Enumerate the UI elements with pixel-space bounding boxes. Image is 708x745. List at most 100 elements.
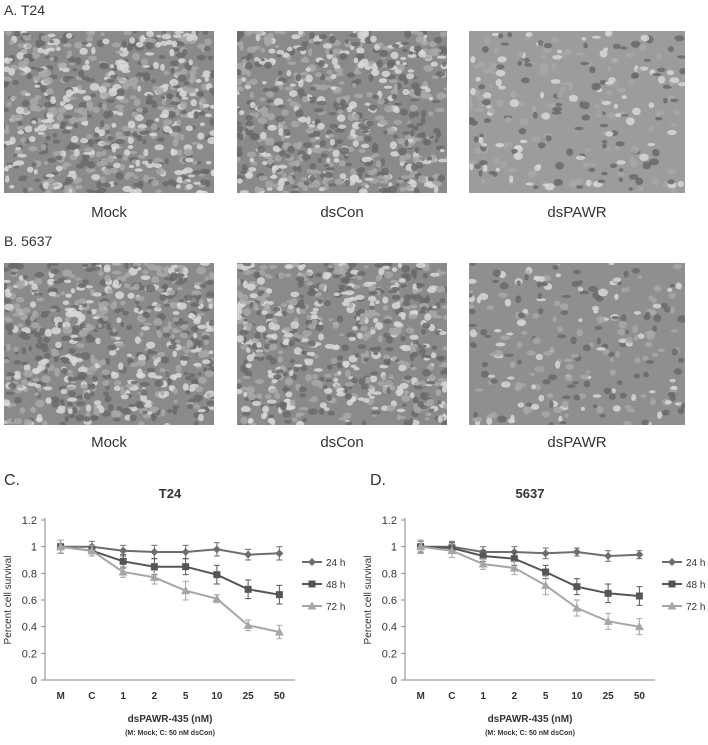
series-line — [60, 545, 280, 633]
data-point — [603, 616, 613, 625]
data-point — [150, 563, 158, 571]
caption-5637-dscon: dsCon — [320, 434, 364, 451]
data-point — [604, 552, 613, 560]
data-point — [509, 563, 519, 572]
series-line — [60, 545, 280, 556]
x-tick-label: M — [56, 691, 64, 702]
x-tick-label: M — [416, 691, 424, 702]
y-tick-label: 0.2 — [22, 648, 37, 660]
chart-5637-survival: 5637 Percent cell survival 0 0.2 0.4 0.6 0.8 1 1… — [360, 478, 708, 740]
x-axis-label: dsPAWR-435 (nM) — [128, 714, 213, 725]
legend-marker — [308, 580, 316, 588]
micrograph-5637-mock — [4, 263, 214, 425]
series-line — [60, 545, 280, 596]
x-tick-label: 2 — [152, 691, 158, 702]
x-tick-label: 10 — [211, 691, 223, 702]
data-point — [541, 549, 550, 558]
series-24-h — [56, 539, 284, 561]
series-line — [420, 545, 640, 597]
y-tick-label: 0.8 — [22, 568, 37, 580]
caption-t24-mock: Mock — [91, 204, 127, 221]
data-point — [447, 546, 457, 555]
data-point — [212, 545, 221, 554]
data-point — [182, 563, 190, 571]
y-tick-label: 0.6 — [382, 595, 397, 607]
x-tick-label: 1 — [120, 691, 126, 702]
data-point — [572, 548, 581, 556]
data-point — [510, 555, 518, 563]
series-line — [420, 545, 640, 558]
data-point — [479, 552, 487, 560]
data-point — [244, 550, 253, 559]
data-point — [244, 585, 252, 593]
y-tick-label: 0.6 — [22, 595, 37, 607]
data-point — [181, 548, 190, 556]
micrograph-5637-dscon — [237, 263, 447, 425]
x-tick-label: 10 — [571, 691, 583, 702]
micrograph-5637-dspawr — [469, 263, 685, 425]
data-point — [635, 550, 644, 559]
x-tick-label: C — [88, 691, 95, 702]
x-tick-label: 5 — [543, 691, 549, 702]
y-axis-label: Percent cell survival — [363, 556, 374, 645]
data-point — [274, 627, 284, 636]
data-point — [542, 568, 550, 576]
legend-marker — [307, 601, 317, 610]
chart-title: T24 — [159, 486, 182, 501]
y-tick-label: 1 — [391, 542, 397, 554]
data-point — [635, 592, 643, 600]
x-tick-label: 25 — [243, 691, 255, 702]
x-tick-label: C — [448, 691, 455, 702]
data-point — [56, 542, 66, 551]
data-point — [573, 583, 581, 591]
legend-marker — [668, 580, 676, 588]
y-tick-label: 0.4 — [22, 622, 37, 634]
chart-t24-survival: T24 Percent cell survival 0 0.2 0.4 0.6 0.8 1 1.… — [0, 478, 350, 740]
caption-t24-dscon: dsCon — [320, 204, 364, 221]
panel-c-label: C. — [4, 472, 20, 489]
y-tick-label: 0.2 — [382, 648, 397, 660]
data-point — [150, 548, 159, 556]
y-tick-label: 0.8 — [382, 568, 397, 580]
panel-a-label: A. T24 — [4, 2, 45, 18]
legend-label: 24 h — [326, 558, 345, 569]
data-point — [634, 622, 644, 631]
legend-marker — [668, 558, 676, 566]
x-axis-note: (M: Mock; C: 50 nM dsCon) — [125, 730, 215, 737]
legend-marker — [308, 558, 316, 566]
caption-5637-dspawr: dsPAWR — [547, 434, 607, 451]
legend-label: 72 h — [686, 602, 705, 613]
panel-b-label: B. 5637 — [4, 233, 53, 249]
data-point — [275, 591, 283, 599]
data-point — [478, 559, 488, 568]
data-point — [212, 594, 222, 603]
x-tick-label: 50 — [274, 691, 286, 702]
x-tick-label: 2 — [512, 691, 518, 702]
data-point — [604, 589, 612, 597]
y-tick-label: 1 — [31, 542, 37, 554]
y-tick-label: 0.4 — [382, 622, 397, 634]
y-tick-label: 1.2 — [382, 515, 397, 527]
legend-label: 48 h — [686, 580, 705, 591]
caption-5637-mock: Mock — [91, 434, 127, 451]
x-tick-label: 5 — [183, 691, 189, 702]
data-point — [149, 572, 159, 581]
x-tick-label: 25 — [603, 691, 615, 702]
y-tick-label: 1.2 — [22, 515, 37, 527]
y-axis-label: Percent cell survival — [3, 556, 14, 645]
series-72-h — [56, 539, 284, 640]
data-point — [213, 571, 221, 579]
data-point — [118, 567, 128, 576]
data-point — [119, 546, 128, 555]
data-point — [87, 546, 97, 555]
series-72-h — [416, 539, 644, 636]
y-tick-label: 0 — [31, 675, 37, 687]
micrograph-t24-mock — [4, 31, 214, 193]
micrograph-t24-dspawr — [469, 31, 685, 193]
data-point — [541, 580, 551, 589]
legend-label: 72 h — [326, 602, 345, 613]
data-point — [416, 542, 426, 551]
data-point — [181, 586, 191, 595]
micrograph-t24-dscon — [237, 31, 447, 193]
legend-label: 48 h — [326, 580, 345, 591]
